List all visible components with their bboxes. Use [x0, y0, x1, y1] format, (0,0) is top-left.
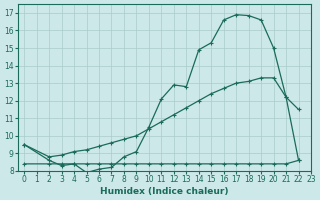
X-axis label: Humidex (Indice chaleur): Humidex (Indice chaleur) — [100, 187, 229, 196]
